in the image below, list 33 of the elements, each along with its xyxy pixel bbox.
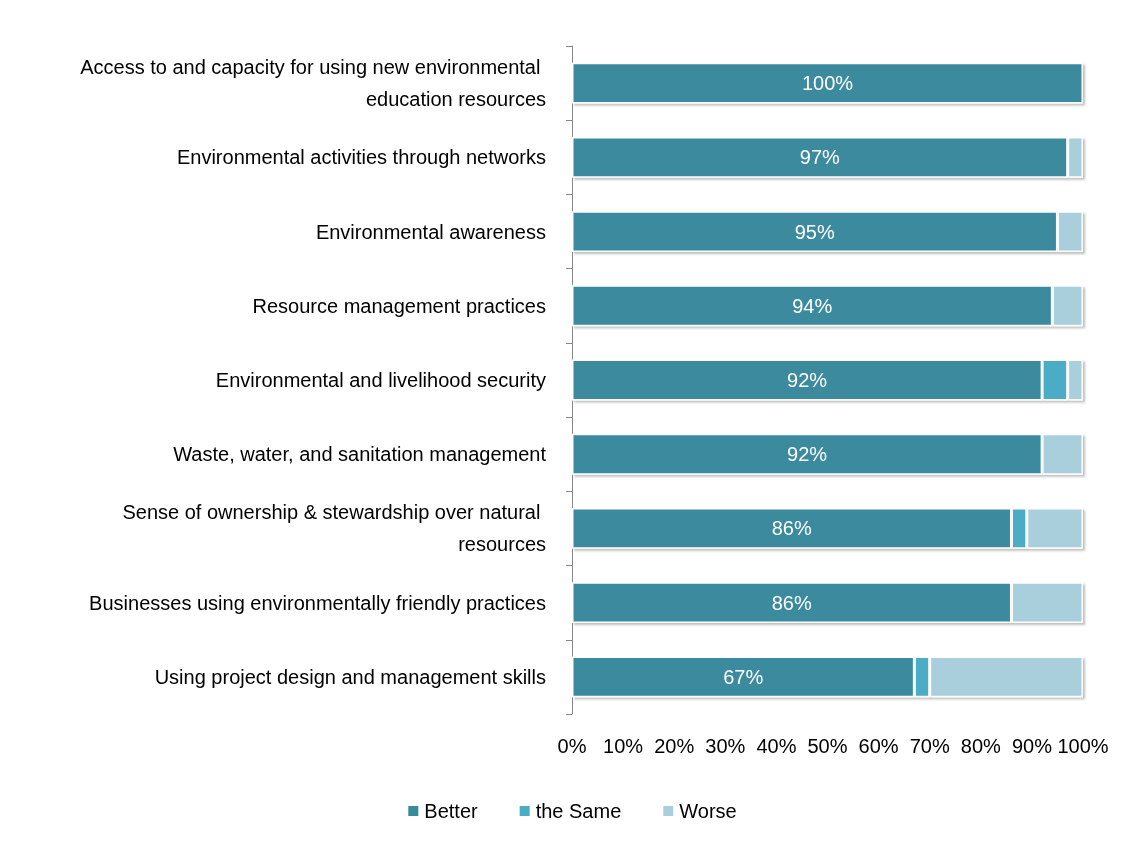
data-label: 86% bbox=[771, 517, 812, 540]
legend-label: Better bbox=[424, 800, 479, 822]
x-tick-label: 40% bbox=[756, 735, 797, 757]
y-tick-label: Sense of ownership & stewardship over natural resources bbox=[122, 501, 546, 556]
data-label: 92% bbox=[787, 369, 828, 391]
y-tick-label: Waste, water, and sanitation management bbox=[173, 443, 547, 466]
data-label: 100% bbox=[801, 72, 854, 95]
data-label: 92% bbox=[787, 443, 828, 466]
data-label: 95% bbox=[794, 220, 835, 243]
x-tick-label: 80% bbox=[960, 735, 1002, 757]
y-tick-label: Environmental activities through networks bbox=[176, 146, 546, 169]
y-tick-label: Resource management practices bbox=[252, 294, 546, 317]
x-tick-label: 30% bbox=[705, 735, 746, 757]
x-tick-label: 0% bbox=[557, 735, 587, 757]
x-tick-label: 60% bbox=[858, 735, 899, 757]
x-tick-label: 70% bbox=[909, 735, 950, 757]
x-tick-label: 10% bbox=[603, 735, 644, 757]
x-tick-label: 20% bbox=[654, 735, 695, 757]
y-tick-label: Using project design and management skills bbox=[154, 665, 546, 688]
data-label: 67% bbox=[723, 665, 764, 688]
x-tick-label: 90% bbox=[1011, 735, 1053, 757]
x-tick-label: 50% bbox=[807, 735, 848, 757]
bar bbox=[572, 62, 1083, 104]
y-tick-label: Businesses using environmentally friendly practices bbox=[89, 591, 546, 614]
data-label: 86% bbox=[771, 591, 812, 614]
x-tick-label: 100% bbox=[1057, 735, 1109, 757]
legend-label: Worse bbox=[679, 800, 737, 822]
y-tick-label: Access to and capacity for using new environmental education resources bbox=[80, 56, 546, 111]
data-label: 94% bbox=[792, 294, 833, 317]
y-tick-label: Environmental awareness bbox=[315, 220, 546, 243]
y-tick-label: Environmental and livelihood security bbox=[215, 369, 546, 391]
legend-label: the Same bbox=[535, 800, 622, 822]
data-label: 97% bbox=[799, 146, 841, 169]
